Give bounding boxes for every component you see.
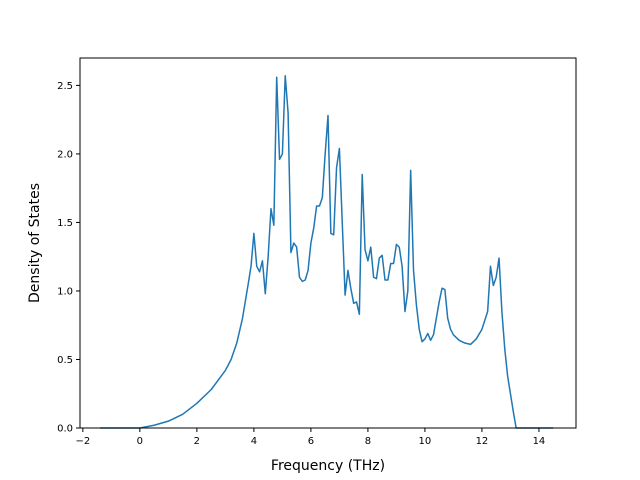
y-tick-label: 0.0	[57, 424, 73, 435]
x-tick-label: 10	[419, 436, 432, 447]
plot-area	[99, 75, 554, 429]
y-tick-label: 2.5	[57, 81, 73, 92]
x-tick-label: 4	[251, 436, 257, 447]
y-tick-label: 2.0	[57, 149, 73, 160]
ticks: −2 0 2 4 6 8 10 12 14 0.0 0.5 1.0 1.5 2.0 2.5	[57, 81, 545, 447]
y-axis-label: Density of States	[27, 183, 43, 303]
x-tick-label: 0	[137, 436, 143, 447]
x-axis-label: Frequency (THz)	[271, 458, 385, 474]
x-tick-label: 14	[533, 436, 546, 447]
y-tick-label: 0.5	[57, 355, 73, 366]
x-tick-label: 2	[194, 436, 200, 447]
y-tick-label: 1.5	[57, 218, 73, 229]
x-tick-label: 8	[365, 436, 371, 447]
x-tick-label: 12	[476, 436, 489, 447]
x-tick-label: 6	[308, 436, 314, 447]
y-tick-label: 1.0	[57, 286, 73, 297]
dos-series-line	[99, 75, 554, 429]
axes-frame	[79, 57, 577, 429]
x-tick-label: −2	[75, 436, 90, 447]
